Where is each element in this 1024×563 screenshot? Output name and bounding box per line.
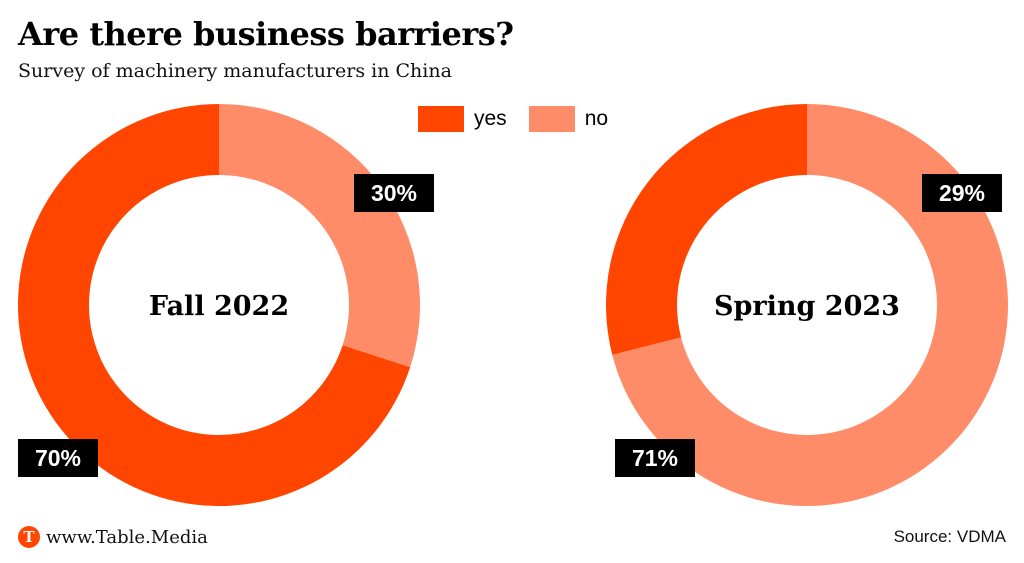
chart-title: Are there business barriers?	[18, 15, 514, 53]
legend: yes no	[418, 106, 630, 132]
slice-no	[219, 104, 420, 368]
data-label-yes: 29%	[939, 180, 985, 206]
legend-item-no: no	[528, 106, 609, 132]
chart-subtitle: Survey of machinery manufacturers in Chi…	[18, 60, 452, 82]
legend-item-yes: yes	[418, 106, 507, 132]
data-label-yes: 70%	[35, 445, 81, 471]
data-label-box-no	[354, 174, 434, 212]
slice-yes	[605, 104, 807, 355]
legend-label-no: no	[584, 107, 609, 130]
donut-chart-1: Fall 2022 70% 30%	[17, 104, 434, 506]
site-url: www.Table.Media	[46, 526, 208, 548]
data-label-no: 71%	[632, 445, 678, 471]
data-label-box-yes	[922, 174, 1002, 212]
slice-yes	[17, 104, 411, 506]
data-label-box-yes	[18, 439, 98, 477]
legend-swatch-yes	[418, 106, 464, 132]
donut-chart-2: Spring 2023 29% 71%	[605, 104, 1008, 506]
table-media-logo[interactable]: T www.Table.Media	[18, 526, 208, 548]
logo-t-icon: T	[18, 526, 40, 548]
legend-swatch-no	[528, 106, 575, 132]
source-note: Source: VDMA	[893, 527, 1006, 546]
legend-label-yes: yes	[474, 107, 507, 130]
data-label-no: 30%	[371, 180, 417, 206]
data-label-box-no	[615, 439, 695, 477]
center-label: Fall 2022	[149, 291, 289, 322]
slice-no	[612, 104, 1008, 506]
center-label: Spring 2023	[714, 291, 900, 322]
